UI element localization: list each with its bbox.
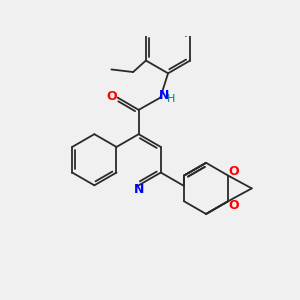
Text: N: N — [134, 183, 144, 196]
Text: O: O — [106, 90, 117, 103]
Text: H: H — [167, 94, 175, 104]
Text: N: N — [158, 89, 169, 103]
Text: O: O — [229, 199, 239, 212]
Text: O: O — [229, 165, 239, 178]
